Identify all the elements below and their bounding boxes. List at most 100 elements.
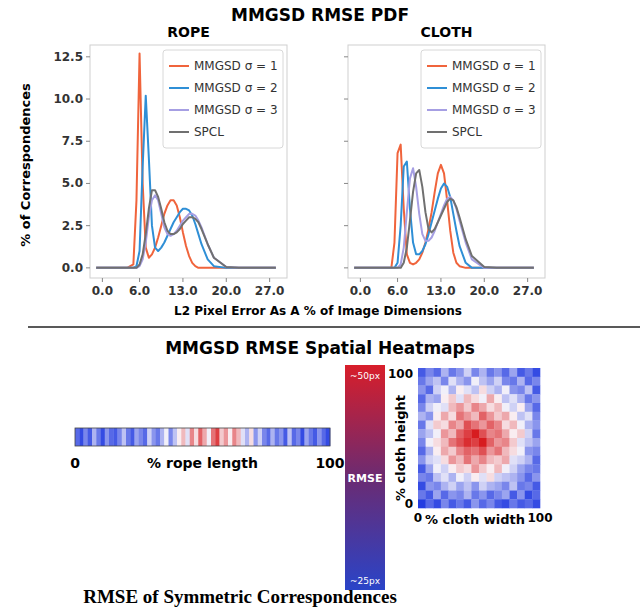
legend-swatch bbox=[427, 87, 447, 89]
heatmap-cell bbox=[79, 428, 84, 446]
series-line bbox=[354, 145, 534, 268]
heatmap-cell bbox=[449, 456, 457, 465]
figure: MMGSD RMSE PDFL2 Pixel Error As A % of I… bbox=[0, 0, 640, 613]
heatmap-cell bbox=[487, 499, 495, 508]
heatmap-cell bbox=[433, 499, 441, 508]
y-tick bbox=[344, 141, 348, 142]
heatmap-cell bbox=[532, 394, 540, 403]
heatmap-cell bbox=[464, 447, 472, 456]
heatmap-cell bbox=[426, 394, 434, 403]
heatmap-cell bbox=[517, 491, 525, 500]
heatmap-cell bbox=[494, 456, 502, 465]
x-axis-label: % cloth width bbox=[425, 512, 525, 527]
heatmap-cell bbox=[456, 464, 464, 473]
heatmap-cell bbox=[517, 447, 525, 456]
heatmap-cell bbox=[510, 421, 518, 430]
heatmap-cell bbox=[494, 386, 502, 395]
heatmap-cell bbox=[510, 438, 518, 447]
x-tick-label: 27.0 bbox=[255, 284, 285, 298]
heatmap-cell bbox=[487, 421, 495, 430]
y-tick-label: 2.5 bbox=[62, 219, 83, 233]
heatmap-cell bbox=[292, 428, 297, 446]
heatmap-cell bbox=[456, 421, 464, 430]
heatmap-cell bbox=[433, 482, 441, 491]
y-tick bbox=[86, 183, 90, 184]
heatmap-cell bbox=[464, 473, 472, 482]
heatmap-cell bbox=[487, 447, 495, 456]
heatmap-cell bbox=[471, 499, 479, 508]
heatmap-frame bbox=[75, 428, 330, 446]
legend-box bbox=[421, 50, 541, 148]
heatmap-cell bbox=[190, 428, 195, 446]
heatmap-cell bbox=[296, 428, 301, 446]
heatmap-cell bbox=[471, 447, 479, 456]
heatmap-cell bbox=[135, 428, 140, 446]
heatmap-cell bbox=[494, 464, 502, 473]
heatmap-cell bbox=[433, 394, 441, 403]
heatmap-cell bbox=[426, 368, 434, 377]
chart-title: CLOTH bbox=[421, 24, 473, 40]
heatmap-cell bbox=[471, 368, 479, 377]
heatmap-cell bbox=[471, 394, 479, 403]
heatmap-cell bbox=[426, 499, 434, 508]
heatmap-cell bbox=[479, 473, 487, 482]
heatmap-cell bbox=[487, 456, 495, 465]
series-line bbox=[354, 170, 534, 268]
heatmap-cell bbox=[494, 482, 502, 491]
heatmap-cell bbox=[517, 473, 525, 482]
legend-label: MMGSD σ = 3 bbox=[194, 103, 278, 117]
heatmap-cell bbox=[502, 421, 510, 430]
heatmap-cell bbox=[426, 412, 434, 421]
heatmap-cell bbox=[418, 482, 426, 491]
heatmap-cell bbox=[262, 428, 267, 446]
heatmap-cell bbox=[510, 412, 518, 421]
heatmap-cell bbox=[156, 428, 161, 446]
heatmap-cell bbox=[418, 491, 426, 500]
legend-box bbox=[163, 50, 283, 148]
heatmap-cell bbox=[525, 368, 533, 377]
y-tick-label: 0.0 bbox=[62, 261, 83, 275]
heatmap-cell bbox=[525, 447, 533, 456]
heatmap-cell bbox=[494, 473, 502, 482]
heatmap-cell bbox=[418, 412, 426, 421]
heatmap-cell bbox=[494, 499, 502, 508]
heatmap-cell bbox=[456, 438, 464, 447]
x-axis-label: L2 Pixel Error As A % of Image Dimension… bbox=[174, 304, 462, 318]
heatmap-cell bbox=[456, 456, 464, 465]
legend-label: MMGSD σ = 2 bbox=[452, 81, 536, 95]
heatmap-cell bbox=[300, 428, 305, 446]
heatmap-cell bbox=[479, 429, 487, 438]
heatmap-cell bbox=[441, 456, 449, 465]
heatmap-cell bbox=[426, 386, 434, 395]
heatmap-cell bbox=[418, 473, 426, 482]
heatmap-cell bbox=[464, 491, 472, 500]
heatmap-cell bbox=[525, 403, 533, 412]
x-tick-label: 6.0 bbox=[129, 284, 150, 298]
legend-swatch bbox=[169, 109, 189, 111]
heatmap-cell bbox=[441, 429, 449, 438]
heatmap-cell bbox=[502, 438, 510, 447]
heatmap-cell bbox=[487, 368, 495, 377]
heatmap-cell bbox=[510, 447, 518, 456]
heatmap-cell bbox=[309, 428, 314, 446]
heatmap-cell bbox=[433, 491, 441, 500]
heatmap-cell bbox=[433, 438, 441, 447]
x-tick-label: 100 bbox=[527, 511, 552, 525]
heatmap-cell bbox=[471, 377, 479, 386]
heatmap-cell bbox=[471, 482, 479, 491]
heatmap-cell bbox=[426, 429, 434, 438]
heatmap-cell bbox=[433, 447, 441, 456]
heatmap-cell bbox=[433, 456, 441, 465]
heatmap-cell bbox=[313, 428, 318, 446]
heatmap-cell bbox=[502, 456, 510, 465]
heatmap-cell bbox=[441, 386, 449, 395]
colorbar-label: RMSE bbox=[348, 472, 383, 485]
heatmap-cell bbox=[418, 429, 426, 438]
heatmap-cell bbox=[449, 412, 457, 421]
y-tick bbox=[86, 99, 90, 100]
y-tick-label: 12.5 bbox=[53, 50, 83, 64]
legend-label: SPCL bbox=[194, 125, 224, 139]
heatmap-cell bbox=[105, 428, 110, 446]
heatmap-cell bbox=[418, 447, 426, 456]
heatmap-cell bbox=[532, 377, 540, 386]
